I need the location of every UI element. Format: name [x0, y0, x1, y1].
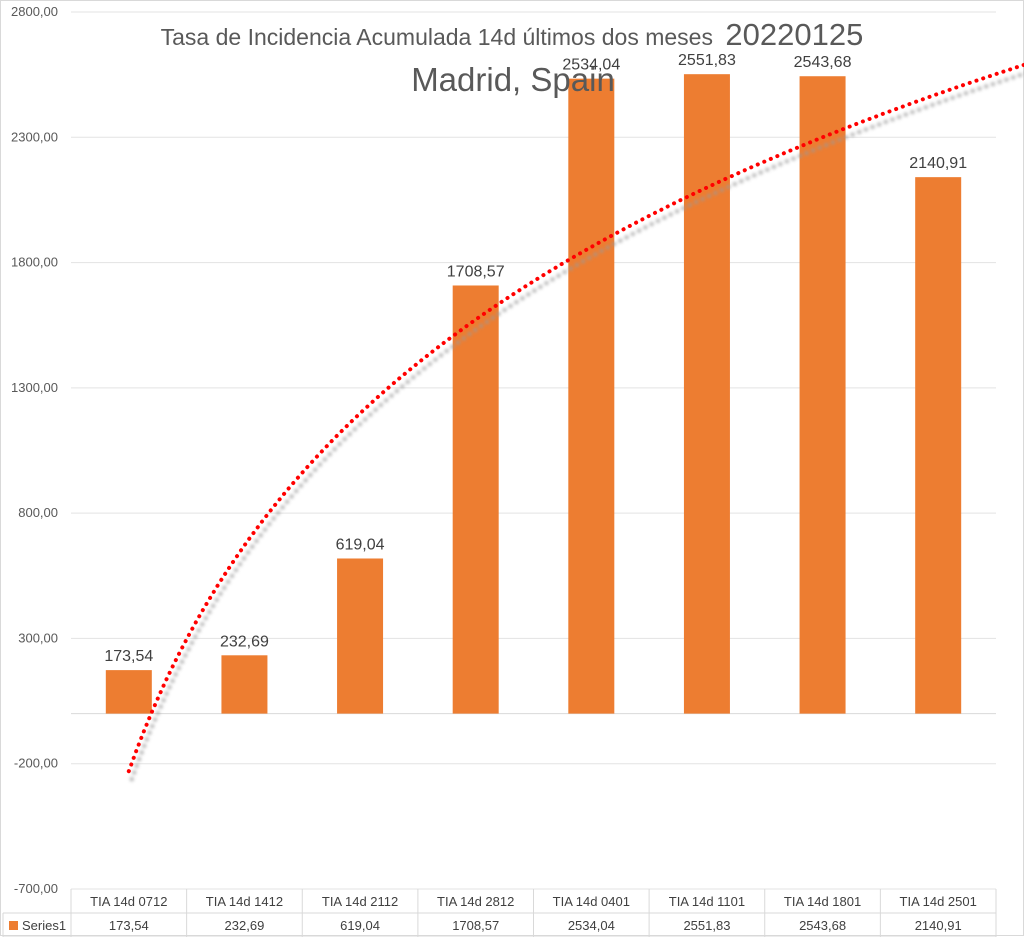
trendline-path	[126, 62, 1024, 774]
bars	[105, 74, 962, 714]
x-category-label: TIA 14d 1412	[206, 894, 283, 909]
bar	[915, 177, 962, 714]
y-axis: 2800,00 2300,00 1800,00 1300,00 800,00 300,00…	[11, 4, 58, 896]
chart-title: Tasa de Incidencia Acumulada 14d últimos…	[161, 17, 864, 98]
data-label: 2551,83	[678, 52, 736, 69]
data-label: 173,54	[104, 648, 153, 665]
table-value-cell: 173,54	[109, 918, 149, 933]
trendline-shadow	[129, 71, 1024, 782]
table-value-cell: 2551,83	[683, 918, 730, 933]
y-tick-label: -200,00	[14, 756, 58, 771]
y-tick-label: 1800,00	[11, 255, 58, 270]
y-tick-label: 800,00	[18, 505, 58, 520]
bar	[799, 76, 846, 714]
x-category-label: TIA 14d 1101	[669, 894, 745, 909]
chart-title-line-1: Tasa de Incidencia Acumulada 14d últimos…	[161, 17, 864, 52]
y-tick-label: 2300,00	[11, 129, 58, 144]
chart-title-date: 20220125	[725, 17, 863, 52]
legend-key	[9, 921, 18, 930]
y-tick-label: -700,00	[14, 881, 58, 896]
data-table: Series1 TIA 14d 0712 173,54 TIA 14d 1412 232…	[2, 889, 997, 937]
table-value-cell: 619,04	[340, 918, 380, 933]
bar	[452, 285, 499, 714]
y-tick-label: 2800,00	[11, 4, 58, 19]
data-label: 2543,68	[794, 54, 852, 71]
x-category-label: TIA 14d 1801	[784, 894, 861, 909]
table-value-cell: 232,69	[225, 918, 265, 933]
legend-series-name: Series1	[22, 918, 66, 933]
x-category-label: TIA 14d 0712	[90, 894, 167, 909]
x-category-label: TIA 14d 0401	[553, 894, 630, 909]
table-value-cell: 1708,57	[452, 918, 499, 933]
bar	[105, 670, 152, 714]
x-category-label: TIA 14d 2812	[437, 894, 514, 909]
bar	[337, 558, 384, 714]
data-labels: 173,54 232,69 619,04 1708,57 2534,04 2551,83 2…	[104, 52, 967, 665]
data-label: 1708,57	[447, 263, 505, 280]
bar	[221, 655, 268, 714]
data-label: 619,04	[336, 536, 385, 553]
bar	[568, 78, 615, 714]
y-tick-label: 300,00	[18, 630, 58, 645]
x-category-label: TIA 14d 2112	[322, 894, 398, 909]
table-value-cell: 2534,04	[568, 918, 615, 933]
table-value-cell: 2543,68	[799, 918, 846, 933]
data-label: 2140,91	[909, 155, 967, 172]
chart-subtitle: Madrid, Spain	[411, 61, 615, 98]
chart-title-text: Tasa de Incidencia Acumulada 14d últimos…	[161, 24, 713, 50]
data-label: 2534,04	[562, 57, 620, 74]
y-tick-label: 1300,00	[11, 380, 58, 395]
data-label: 232,69	[220, 633, 269, 650]
table-value-cell: 2140,91	[915, 918, 962, 933]
bar	[683, 74, 730, 714]
x-category-label: TIA 14d 2501	[900, 894, 977, 909]
gridlines	[71, 11, 996, 890]
trendline	[126, 62, 1024, 782]
